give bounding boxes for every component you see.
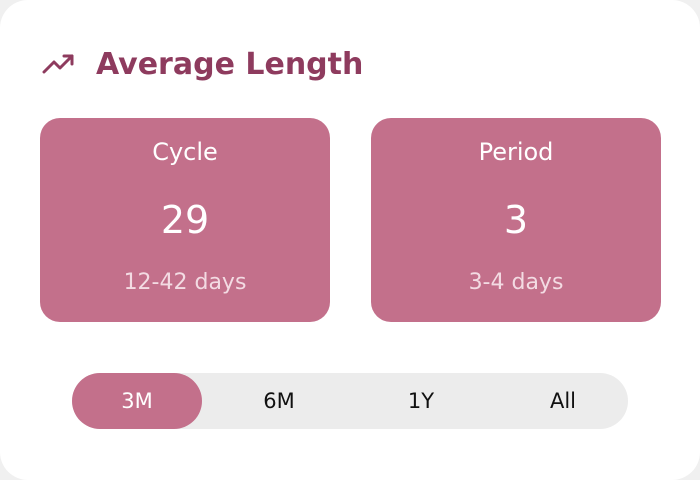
header: Average Length bbox=[42, 42, 363, 86]
tab[interactable]: 3M bbox=[72, 373, 202, 429]
stat-value: 3 bbox=[503, 198, 529, 242]
stat-range: 12-42 days bbox=[123, 270, 247, 295]
stat-label: Period bbox=[478, 138, 554, 166]
tab-bar: 3M 6M 1Y All bbox=[72, 373, 628, 429]
stat-range: 3-4 days bbox=[468, 270, 564, 295]
stat-value: 29 bbox=[160, 198, 210, 242]
tab[interactable]: 6M bbox=[263, 389, 295, 413]
stat-card: Period 3 3-4 days bbox=[371, 118, 661, 322]
trend-icon bbox=[42, 54, 74, 74]
tab[interactable]: All bbox=[549, 389, 577, 413]
stat-card: Cycle 29 12-42 days bbox=[40, 118, 330, 322]
title: Average Length bbox=[96, 46, 364, 82]
stat-label: Cycle bbox=[152, 138, 218, 166]
tab[interactable]: 1Y bbox=[407, 389, 435, 413]
